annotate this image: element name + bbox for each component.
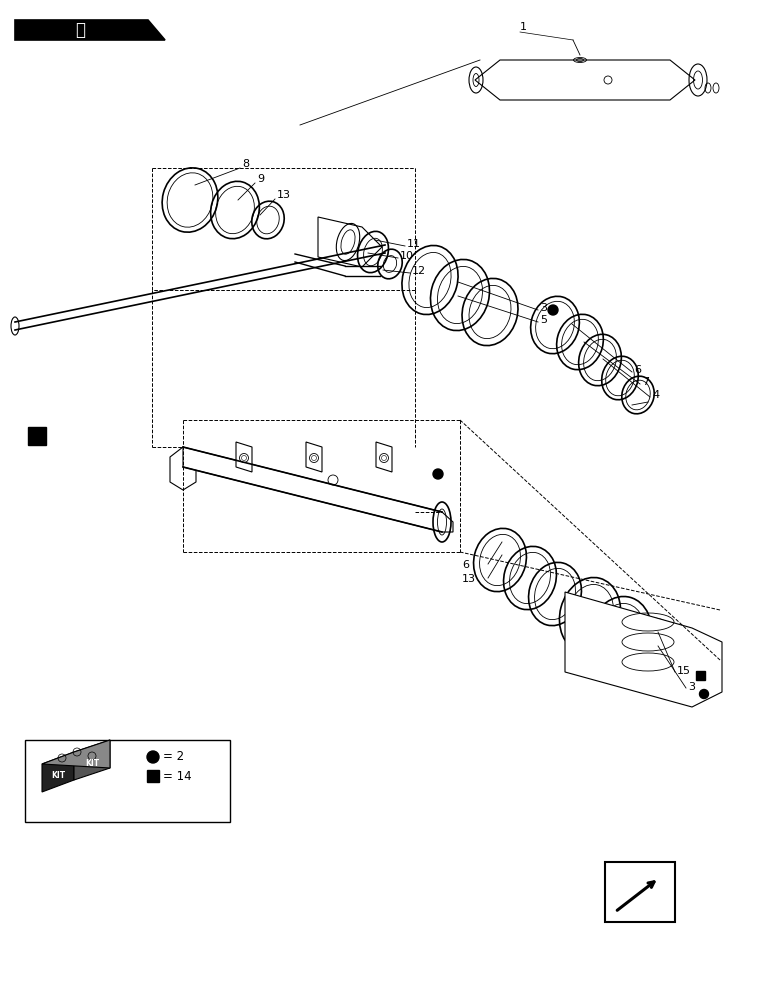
Circle shape [548, 305, 558, 315]
Text: 11: 11 [407, 239, 421, 249]
Bar [696, 671, 705, 680]
Circle shape [433, 469, 443, 479]
Text: = 14: = 14 [163, 770, 192, 782]
Circle shape [699, 690, 708, 698]
Text: KIT: KIT [51, 772, 65, 780]
Text: 13: 13 [462, 574, 476, 584]
Text: 3: 3 [540, 303, 547, 313]
Bar [605, 862, 675, 922]
Text: = 2: = 2 [163, 750, 184, 764]
Text: 9: 9 [257, 174, 264, 184]
Bar [28, 427, 46, 445]
Text: 3: 3 [688, 682, 695, 692]
Text: KIT: KIT [85, 760, 99, 768]
Polygon shape [376, 442, 392, 472]
Polygon shape [475, 60, 695, 100]
Polygon shape [565, 592, 722, 707]
Polygon shape [306, 442, 322, 472]
Text: 6: 6 [462, 560, 469, 570]
Polygon shape [15, 20, 165, 40]
Polygon shape [318, 217, 382, 267]
Text: ✋: ✋ [75, 21, 85, 39]
Bar [147, 770, 159, 782]
Text: 10: 10 [400, 251, 414, 261]
Polygon shape [42, 740, 110, 768]
Text: 6: 6 [634, 365, 641, 375]
Polygon shape [170, 447, 196, 490]
Polygon shape [183, 447, 453, 532]
Text: 15: 15 [677, 666, 691, 676]
Text: 12: 12 [412, 266, 426, 276]
Polygon shape [236, 442, 252, 472]
Text: 1: 1 [520, 22, 527, 32]
Polygon shape [74, 740, 110, 780]
Text: 13: 13 [277, 190, 291, 200]
Polygon shape [42, 752, 74, 792]
Text: 4: 4 [652, 390, 659, 400]
Text: 7: 7 [642, 377, 649, 387]
Text: 8: 8 [242, 159, 249, 169]
Bar [25, 740, 230, 822]
Circle shape [147, 751, 159, 763]
Text: 5: 5 [540, 315, 547, 325]
